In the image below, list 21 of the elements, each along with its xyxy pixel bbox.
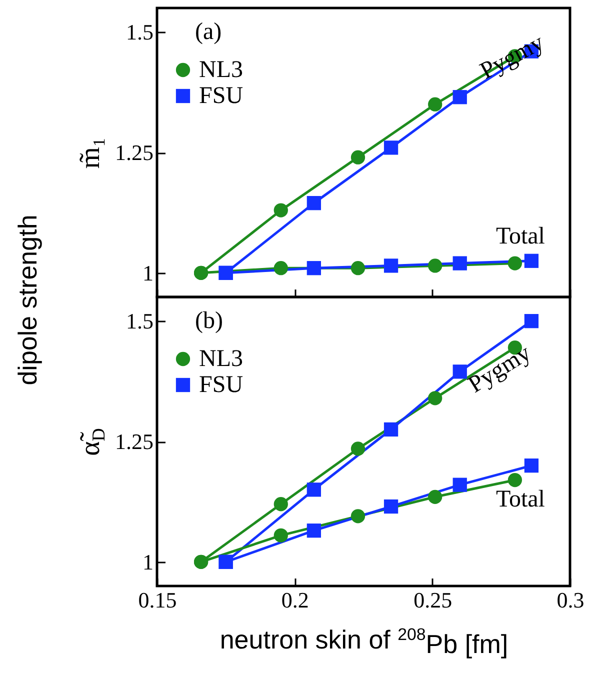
x-tick-label: 0.2: [281, 588, 309, 612]
y-axis-title: m̃₁: [75, 137, 106, 169]
chart-title: (b): [195, 308, 223, 334]
legend-label: NL3: [199, 346, 243, 372]
y-tick-label: 1.5: [126, 308, 154, 334]
annotation: Total: [496, 486, 546, 512]
y-tick-label: 1.25: [115, 429, 154, 454]
x-axis-title: neutron skin of $^{208}$Pb [fm]: [220, 624, 508, 660]
x-tick-label: 0.3: [556, 588, 584, 612]
legend-label: NL3: [199, 57, 243, 83]
y-tick-label: 1.5: [126, 20, 154, 45]
x-tick-label: 0.25: [414, 588, 452, 612]
x-tick-label: 0.15: [138, 588, 177, 612]
y-tick-label: 1: [142, 260, 154, 286]
y-tick-label: 1.25: [115, 140, 154, 165]
text: dipole strength: [12, 214, 44, 386]
annotation: Total: [496, 223, 546, 250]
y-tick-label: 1: [142, 549, 154, 574]
chart-title: (a): [195, 19, 222, 45]
legend-label: FSU: [199, 372, 244, 398]
legend-label: FSU: [199, 83, 244, 109]
